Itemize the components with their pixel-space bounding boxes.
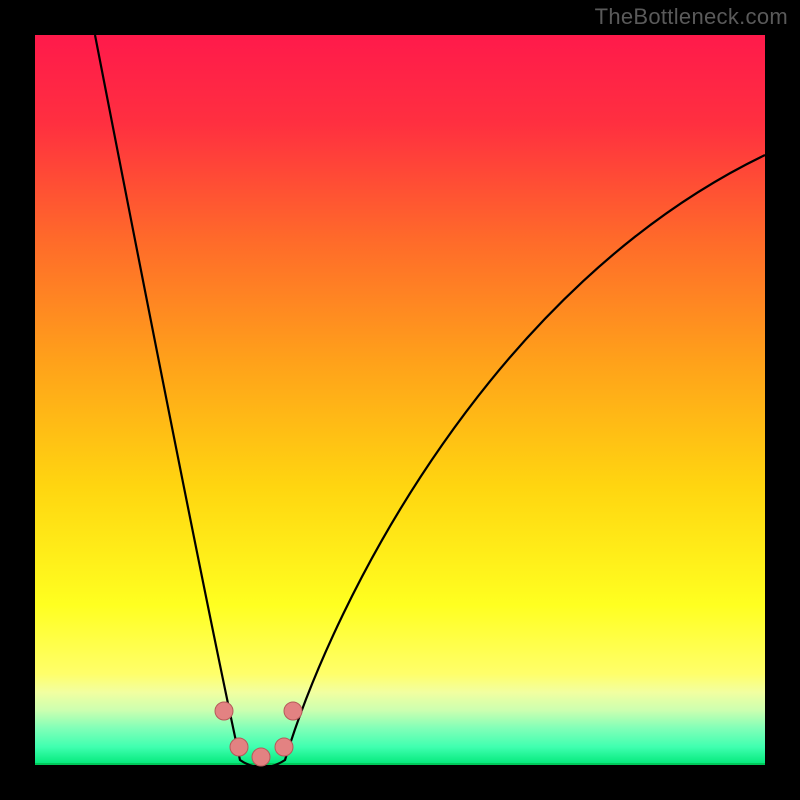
watermark-text: TheBottleneck.com (595, 4, 788, 30)
curve-marker (215, 702, 233, 720)
curve-marker (284, 702, 302, 720)
bottleneck-chart (0, 0, 800, 800)
curve-marker (230, 738, 248, 756)
curve-marker (252, 748, 270, 766)
chart-stage: TheBottleneck.com (0, 0, 800, 800)
plot-background (35, 35, 765, 765)
curve-marker (275, 738, 293, 756)
